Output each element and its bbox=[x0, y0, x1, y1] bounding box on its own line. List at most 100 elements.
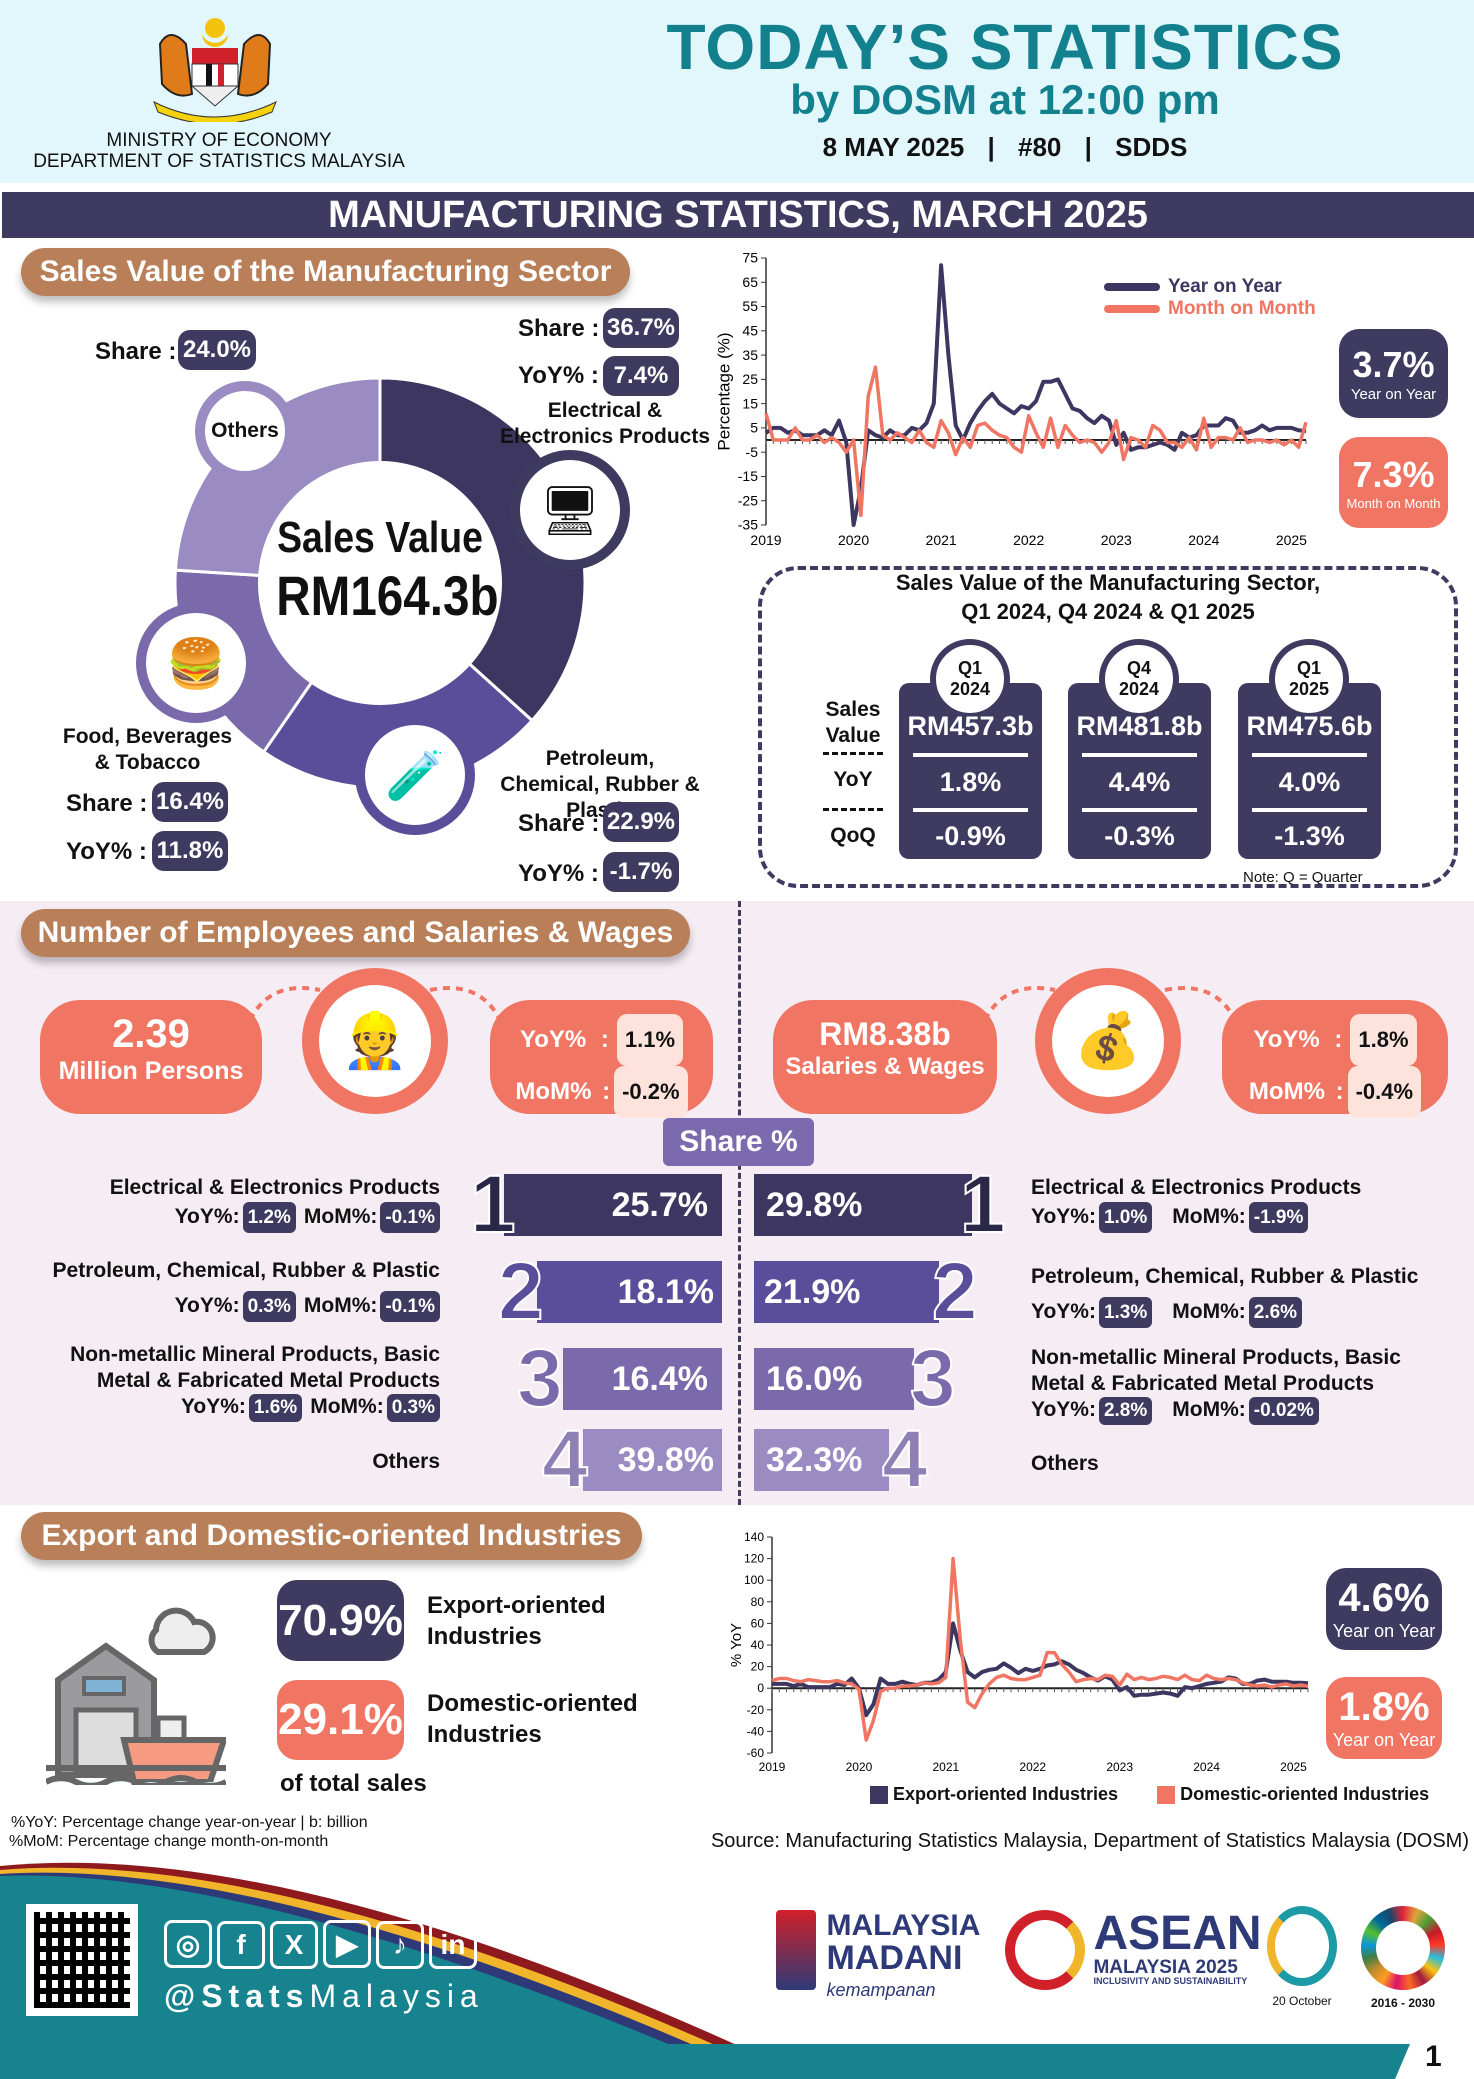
yoy-label: YoY%: bbox=[1031, 1205, 1096, 1228]
y-axis-label: Percentage (%) bbox=[715, 332, 734, 450]
yoy-value: 2.8% bbox=[1098, 1397, 1153, 1425]
logo-text: MALAYSIA bbox=[826, 1909, 981, 1942]
facebook-icon[interactable]: f bbox=[217, 1920, 265, 1969]
share-value: 29.8% bbox=[766, 1185, 863, 1224]
share-value: 32.3% bbox=[766, 1440, 863, 1479]
share-value: 25.7% bbox=[611, 1185, 708, 1224]
quarter-note: Note: Q = Quarter bbox=[1243, 869, 1363, 886]
section-divider bbox=[738, 901, 741, 1505]
instagram-icon[interactable]: ◎ bbox=[164, 1920, 212, 1968]
row-label-yoy: YoY bbox=[833, 768, 873, 791]
quarter-card: Q1 2024 RM457.3b 1.8% -0.9% bbox=[899, 639, 1042, 859]
share-bar-right: 16.0% bbox=[754, 1348, 914, 1410]
row-label-sales-1: Sales bbox=[825, 698, 881, 721]
mom-label: MoM%: bbox=[310, 1395, 384, 1418]
y-tick-label: 40 bbox=[751, 1638, 765, 1652]
mom-label: MoM%: bbox=[1172, 1398, 1246, 1421]
industry-name: Petroleum, Chemical, Rubber & Plastic bbox=[52, 1259, 440, 1282]
yoy-badge: 3.7% Year on Year bbox=[1339, 329, 1448, 418]
mom-value: -0.4% bbox=[1347, 1066, 1422, 1118]
donut-center: Sales Value RM164.3b bbox=[258, 461, 502, 705]
mom-label: MoM% bbox=[515, 1078, 592, 1105]
export-label: Export-oriented Industries bbox=[427, 1590, 606, 1652]
rank-number: 1 bbox=[959, 1159, 1007, 1250]
rank-number: 4 bbox=[541, 1414, 589, 1505]
quarterly-title-line1: Sales Value of the Manufacturing Sector, bbox=[895, 570, 1321, 595]
badge-value: 4.6% bbox=[1338, 1576, 1430, 1620]
share-value: 16.0% bbox=[766, 1359, 863, 1398]
industry-row-left: Petroleum, Chemical, Rubber & Plastic Yo… bbox=[0, 1256, 440, 1322]
petroleum-yoy-label: YoY% : bbox=[518, 860, 599, 887]
yoy-label: YoY%: bbox=[1031, 1398, 1096, 1421]
money-hand-icon: 💰 bbox=[1052, 985, 1164, 1097]
yoy-value: 1.2% bbox=[242, 1202, 296, 1233]
y-tick-label: -15 bbox=[738, 468, 758, 484]
employees-growth-card: YoY% :1.1% MoM% : -0.2% bbox=[490, 1000, 713, 1118]
series-line-year-on-year bbox=[764, 263, 1307, 527]
section-title-employees: Number of Employees and Salaries & Wages bbox=[21, 909, 690, 957]
x-tick-label: 2023 bbox=[1101, 532, 1132, 548]
share-bar-left: 16.4% bbox=[563, 1348, 722, 1410]
mom-value: -0.02% bbox=[1248, 1397, 1319, 1425]
computer-icon: 🖥 bbox=[510, 450, 630, 570]
y-tick-label: 65 bbox=[742, 274, 758, 290]
yoy-label: YoY%: bbox=[174, 1205, 240, 1228]
logo-text: MALAYSIA 2025 bbox=[1093, 1957, 1238, 1978]
workers-icon-ring: 👷 bbox=[302, 968, 448, 1114]
industry-growth: YoY%: 1.0% MoM%: -1.9% bbox=[1031, 1202, 1361, 1233]
x-tick-label: 2020 bbox=[838, 532, 869, 548]
industry-name-2: Metal & Fabricated Metal Products bbox=[1031, 1372, 1375, 1395]
logo-text: ASEAN bbox=[1093, 1907, 1262, 1960]
employees-count: 2.39 bbox=[112, 1012, 190, 1056]
sdg-logo: 2016 - 2030 bbox=[1358, 1906, 1448, 2010]
share-bar-right: 32.3% bbox=[754, 1429, 889, 1491]
qr-code bbox=[26, 1904, 138, 2016]
quarterly-title-line2: Q1 2024, Q4 2024 & Q1 2025 bbox=[961, 599, 1255, 624]
rank-number: 4 bbox=[881, 1414, 929, 1505]
domestic-label-2: Industries bbox=[427, 1721, 542, 1748]
page-subtitle: by DOSM at 12:00 pm bbox=[790, 76, 1220, 123]
youtube-icon[interactable]: ▶ bbox=[323, 1920, 371, 1968]
badge-label: Year on Year bbox=[1332, 1730, 1436, 1750]
industry-name: Electrical & Electronics Products bbox=[109, 1176, 440, 1199]
x-icon[interactable]: X bbox=[270, 1920, 318, 1969]
mom-label: MoM%: bbox=[303, 1294, 378, 1317]
industry-growth: YoY%: 1.3% MoM%: 2.6% bbox=[1031, 1297, 1418, 1328]
series-line-export-oriented-industries bbox=[772, 1621, 1309, 1718]
salaries-card: RM8.38b Salaries & Wages bbox=[773, 1000, 997, 1114]
note-mom: %MoM: Percentage change month-on-month bbox=[9, 1833, 329, 1850]
yoy-value: 1.3% bbox=[1098, 1297, 1153, 1328]
rank-number: 2 bbox=[931, 1246, 979, 1337]
legend-label: Month on Month bbox=[1168, 298, 1316, 319]
quarter-year: 2024 bbox=[1118, 679, 1160, 699]
share-bar-left: 18.1% bbox=[537, 1261, 722, 1323]
social-handle[interactable]: @StatsMalaysia bbox=[164, 1978, 484, 2015]
tiktok-icon[interactable]: ♪ bbox=[376, 1920, 424, 1969]
x-tick-label: 2023 bbox=[1106, 1760, 1133, 1774]
linkedin-icon[interactable]: in bbox=[429, 1920, 477, 1969]
industry-name: Non-metallic Mineral Products, Basic bbox=[1031, 1346, 1401, 1369]
coat-of-arms-logo bbox=[140, 14, 290, 125]
rank-number: 3 bbox=[909, 1333, 957, 1424]
share-value: 39.8% bbox=[617, 1440, 714, 1479]
industry-name: Others bbox=[1031, 1452, 1099, 1475]
mom-badge: 7.3% Month on Month bbox=[1339, 437, 1448, 528]
employees-count-label: Million Persons bbox=[58, 1057, 244, 1085]
industry-name: Others bbox=[372, 1450, 440, 1473]
divider bbox=[913, 753, 1028, 757]
y-tick-label: -35 bbox=[738, 517, 758, 533]
y-tick-label: 80 bbox=[751, 1595, 765, 1609]
food-name: Food, Beverages & Tobacco bbox=[62, 725, 233, 774]
yoy-value: 1.8% bbox=[1350, 1014, 1417, 1066]
y-tick-label: 0 bbox=[757, 1681, 764, 1695]
employees-mom: MoM% : -0.2% bbox=[490, 1066, 713, 1118]
industry-growth: YoY%: 1.6% MoM%: 0.3% bbox=[0, 1394, 440, 1422]
mom-value: -1.9% bbox=[1248, 1202, 1309, 1233]
quarter-yoy: 4.4% bbox=[1108, 767, 1171, 797]
y-tick-label: -5 bbox=[746, 444, 759, 460]
salaries-growth-card: YoY% :1.8% MoM% : -0.4% bbox=[1222, 1000, 1448, 1118]
separator: | bbox=[987, 132, 995, 162]
ee-name: Electrical & Electronics Products bbox=[499, 399, 711, 448]
divider bbox=[913, 808, 1028, 812]
legend: Year on Year Month on Month bbox=[1104, 276, 1316, 320]
